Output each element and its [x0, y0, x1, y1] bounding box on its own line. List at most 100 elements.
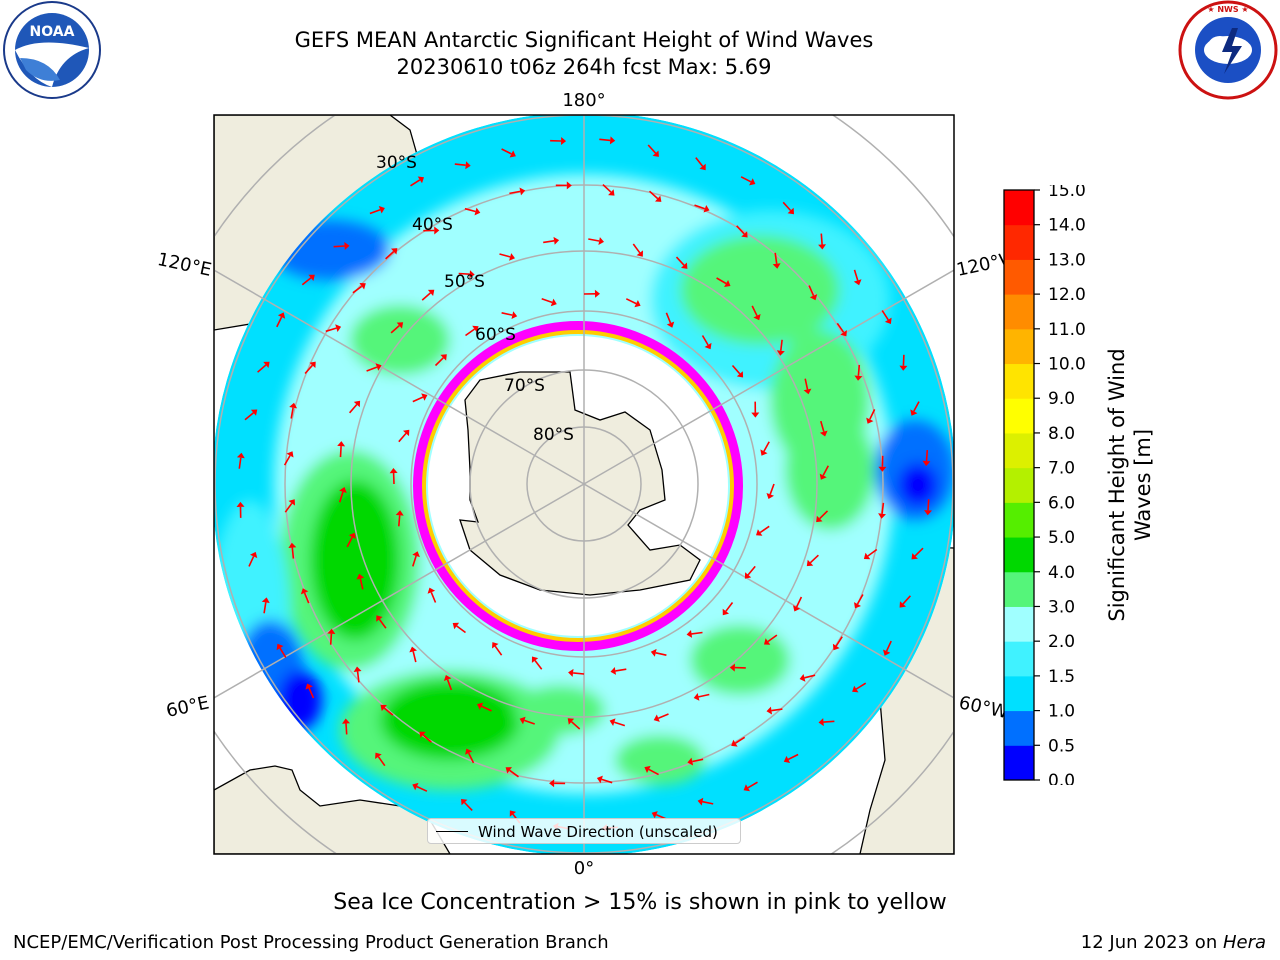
wave-arrow-head [427, 587, 436, 594]
wave-arrow-shaft [570, 721, 581, 730]
wave-arrow-shaft [867, 548, 878, 557]
wave-arrow-head [477, 702, 484, 710]
wave-arrow-head [608, 189, 615, 196]
wave-arrow-head [818, 244, 826, 250]
wave-arrow-head [427, 289, 435, 296]
wave-arrow-head [760, 449, 768, 456]
wave-arrow-head [288, 499, 295, 506]
wave-arrow-shaft [290, 407, 294, 419]
wave-arrow-head [652, 150, 659, 157]
wave-arrow-shaft [692, 758, 704, 763]
wave-arrow-head [741, 231, 748, 238]
wave-arrow-head [236, 452, 245, 459]
wave-arrow-head [832, 643, 840, 651]
wave-arrow-head [866, 417, 874, 424]
wave-arrow-shaft [329, 633, 333, 645]
wave-arrow-head [509, 810, 517, 817]
wave-arrow-head [687, 757, 694, 766]
wave-arrow-shaft [925, 450, 929, 462]
wave-arrow-head [772, 263, 781, 269]
wave-arrow-shaft [914, 547, 924, 557]
wave-arrow-head [803, 388, 812, 395]
wave-arrow-shaft [751, 305, 758, 317]
wave-arrow-shaft [509, 769, 519, 778]
wave-arrow-head [511, 311, 518, 319]
wave-arrow-head [509, 253, 515, 261]
wave-arrow-shaft [263, 602, 267, 614]
wave-arrow-head [389, 468, 398, 474]
legend-line-swatch [436, 831, 468, 832]
wave-arrow-head [395, 510, 404, 516]
wave-arrow-head [492, 642, 499, 649]
wave-arrow-head [286, 451, 294, 458]
wave-arrow-head [911, 553, 918, 560]
wave-arrow-head [787, 207, 794, 215]
wave-arrow-head [327, 628, 336, 634]
wave-arrow-head [356, 573, 365, 580]
wave-arrow-head [391, 248, 398, 255]
wave-arrow-shaft [352, 285, 363, 294]
wave-arrow-shaft [856, 594, 864, 605]
wave-arrow-shaft [820, 233, 823, 245]
wave-arrow-head [736, 371, 744, 378]
wave-arrow-shaft [747, 565, 756, 576]
wave-arrow-head [854, 602, 861, 609]
lat-label-60s: 60°S [475, 325, 516, 345]
wave-arrow-head [434, 226, 440, 235]
colorbar-tick-label: 3.0 [1048, 597, 1075, 617]
wave-arrow-head [598, 237, 604, 245]
wave-arrow-shaft [731, 364, 741, 375]
wave-arrow-shaft [434, 357, 444, 367]
wave-arrow-head [472, 325, 479, 333]
wave-arrow-shaft [695, 157, 704, 167]
wave-arrow-shaft [390, 325, 400, 334]
footer-host: Hera [1222, 932, 1266, 953]
wave-arrow-shaft [588, 238, 600, 242]
wave-arrow-shaft [338, 491, 344, 503]
wave-arrow-head [766, 493, 774, 499]
wave-arrow-head [878, 513, 886, 519]
colorbar-block [1004, 328, 1034, 365]
wave-arrow-head [854, 375, 863, 381]
wave-arrow-shaft [771, 708, 783, 712]
wave-arrow-shaft [780, 339, 783, 351]
colorbar-block [1004, 502, 1034, 538]
colorbar-tick-label: 12.0 [1048, 285, 1086, 305]
colorbar-block [1004, 571, 1034, 607]
wave-arrow-shaft [412, 555, 417, 567]
wave-arrow-head [337, 441, 346, 447]
wave-arrow-head [353, 666, 362, 672]
colorbar-tick-label: 1.0 [1048, 702, 1075, 722]
wave-arrow-head [666, 321, 675, 328]
wave-arrow-shaft [348, 403, 358, 414]
wave-arrow-shaft [885, 640, 892, 652]
wave-arrow-shaft [648, 768, 659, 776]
wave-arrow-head [339, 487, 347, 493]
wave-arrow-shaft [736, 225, 745, 235]
wave-arrow-head [686, 630, 693, 638]
wave-arrow-shaft [819, 510, 829, 520]
map-frame [213, 114, 955, 855]
colorbar-block [1004, 432, 1034, 469]
wave-arrow-shaft [665, 312, 672, 324]
wave-arrow-shaft [398, 432, 407, 443]
wave-arrow-shaft [804, 378, 809, 390]
wave-arrow-head [465, 161, 471, 170]
wave-arrow-head [412, 782, 419, 791]
footer-credit: NCEP/EMC/Verification Post Processing Pr… [13, 932, 609, 953]
colorbar-block [1004, 398, 1034, 434]
wave-arrow-head [699, 163, 706, 171]
colorbar-tick-label: 14.0 [1048, 216, 1086, 236]
wave-arrow-shaft [795, 596, 803, 608]
lat-label-30s: 30°S [376, 153, 417, 173]
wave-arrow-shaft [725, 602, 734, 612]
wave-arrow-shaft [657, 713, 669, 719]
colorbar-tick-label: 0.0 [1048, 771, 1075, 785]
wave-arrow-head [505, 767, 512, 774]
wave-arrow-shaft [524, 719, 535, 725]
wave-arrow-shaft [416, 785, 428, 792]
wave-arrow-head [729, 663, 735, 672]
wave-arrow-head [348, 532, 356, 539]
wave-arrow-shaft [820, 420, 825, 432]
sea-ice-pink [413, 321, 743, 651]
